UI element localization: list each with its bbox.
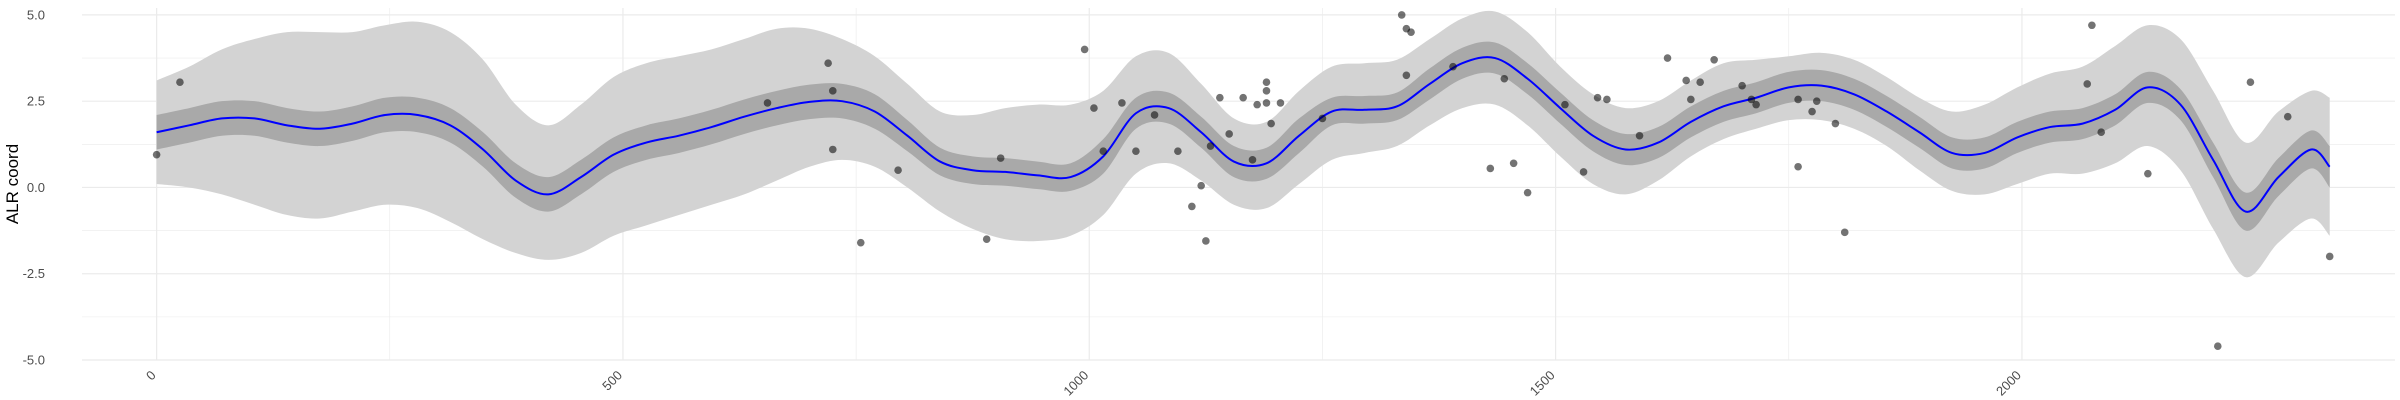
data-point — [1262, 99, 1271, 107]
data-point — [2325, 252, 2334, 261]
data-point — [1318, 114, 1327, 123]
data-point — [1197, 181, 1205, 190]
data-point — [152, 150, 161, 159]
data-point — [1202, 237, 1210, 245]
data-point — [828, 145, 837, 154]
data-point — [1150, 111, 1159, 119]
y-axis-title: ALR coord — [3, 144, 22, 224]
y-axis-ticks: -5.0 -2.5 0.0 2.5 5.0 — [23, 7, 45, 367]
data-points — [152, 11, 2334, 350]
data-point — [856, 238, 865, 247]
data-point — [1831, 119, 1840, 128]
y-tick-label: 5.0 — [27, 7, 45, 22]
y-tick-label: -2.5 — [23, 266, 45, 281]
data-point — [176, 78, 184, 86]
data-point — [1206, 142, 1215, 150]
data-point — [2283, 112, 2292, 121]
data-point — [1262, 78, 1271, 86]
data-point — [982, 235, 991, 244]
data-point — [1696, 78, 1704, 86]
data-point — [828, 87, 837, 95]
data-point — [1663, 54, 1672, 62]
data-point — [1812, 97, 1821, 105]
data-point — [1794, 95, 1802, 104]
data-point — [1579, 168, 1588, 176]
data-point — [2088, 21, 2096, 30]
data-point — [1449, 62, 1457, 71]
data-point — [1267, 119, 1275, 128]
data-point — [1808, 107, 1816, 116]
data-point — [1738, 81, 1746, 90]
y-tick-label: 0.0 — [27, 180, 45, 195]
data-point — [1407, 28, 1415, 36]
data-point — [1687, 95, 1695, 104]
trend-line — [156, 56, 2331, 213]
data-point — [1216, 93, 1224, 102]
data-point — [1174, 147, 1182, 156]
data-point — [1188, 202, 1196, 211]
data-point — [1397, 11, 1406, 19]
data-point — [1225, 130, 1233, 138]
data-point — [1509, 159, 1518, 168]
data-point — [2083, 80, 2092, 88]
data-point — [1710, 55, 1718, 64]
data-point — [996, 154, 1005, 162]
data-point — [1840, 228, 1849, 237]
data-point — [1276, 99, 1285, 107]
data-point — [1132, 147, 1140, 156]
data-point — [2097, 128, 2106, 137]
data-point — [1253, 100, 1261, 109]
data-point — [2144, 169, 2152, 178]
data-point — [1752, 100, 1760, 109]
y-tick-label: 2.5 — [27, 94, 45, 109]
data-point — [1747, 95, 1756, 104]
data-point — [1500, 74, 1509, 83]
data-point — [1635, 131, 1644, 140]
data-point — [1794, 162, 1802, 171]
data-point — [1080, 45, 1089, 54]
data-point — [2246, 78, 2255, 86]
data-point — [1523, 188, 1532, 197]
data-point — [1682, 76, 1690, 85]
data-point — [1402, 71, 1411, 80]
data-point — [1603, 95, 1611, 104]
data-point — [763, 99, 772, 107]
data-point — [1486, 164, 1495, 173]
data-point — [2213, 342, 2222, 350]
data-point — [1118, 99, 1126, 107]
data-point — [1090, 104, 1098, 112]
data-point — [1593, 93, 1602, 102]
data-point — [1561, 100, 1569, 109]
data-point — [1248, 156, 1257, 164]
data-point — [1239, 93, 1247, 102]
data-point — [894, 166, 902, 174]
data-point — [1262, 87, 1271, 95]
y-tick-label: -5.0 — [23, 353, 45, 368]
data-point — [1099, 147, 1108, 156]
data-point — [824, 59, 832, 68]
inner-confidence-band — [156, 41, 2330, 231]
